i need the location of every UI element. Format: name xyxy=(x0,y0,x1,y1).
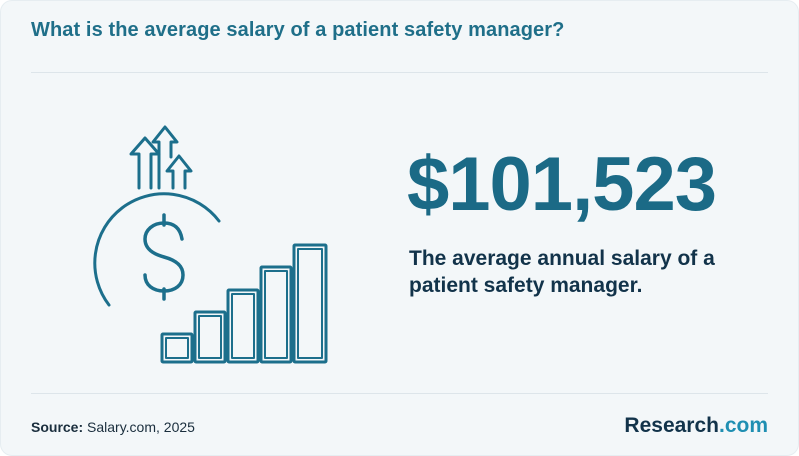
bar-inner-lines xyxy=(165,248,323,359)
brand-suffix: .com xyxy=(718,414,768,437)
top-divider xyxy=(31,72,768,73)
arrow-up-icon-2 xyxy=(151,125,179,190)
salary-growth-icon xyxy=(93,125,328,364)
arrow-up-icon-1 xyxy=(129,136,161,190)
arrow-up-icon-3 xyxy=(165,154,193,190)
salary-amount: $101,523 xyxy=(407,142,717,227)
source-line: Source: Salary.com, 2025 xyxy=(31,419,195,435)
salary-description: The average annual salary of a patient s… xyxy=(409,247,715,298)
source-label: Source: xyxy=(31,419,84,435)
coin-ring xyxy=(93,192,221,307)
dollar-sign-icon xyxy=(143,213,185,301)
brand-name: Research xyxy=(624,414,719,437)
page-title: What is the average salary of a patient … xyxy=(31,19,565,41)
brand-logo[interactable]: Research.com xyxy=(624,414,768,438)
bottom-divider xyxy=(31,393,768,394)
source-value: Salary.com, 2025 xyxy=(87,419,195,435)
bar-chart-icon xyxy=(160,243,328,364)
